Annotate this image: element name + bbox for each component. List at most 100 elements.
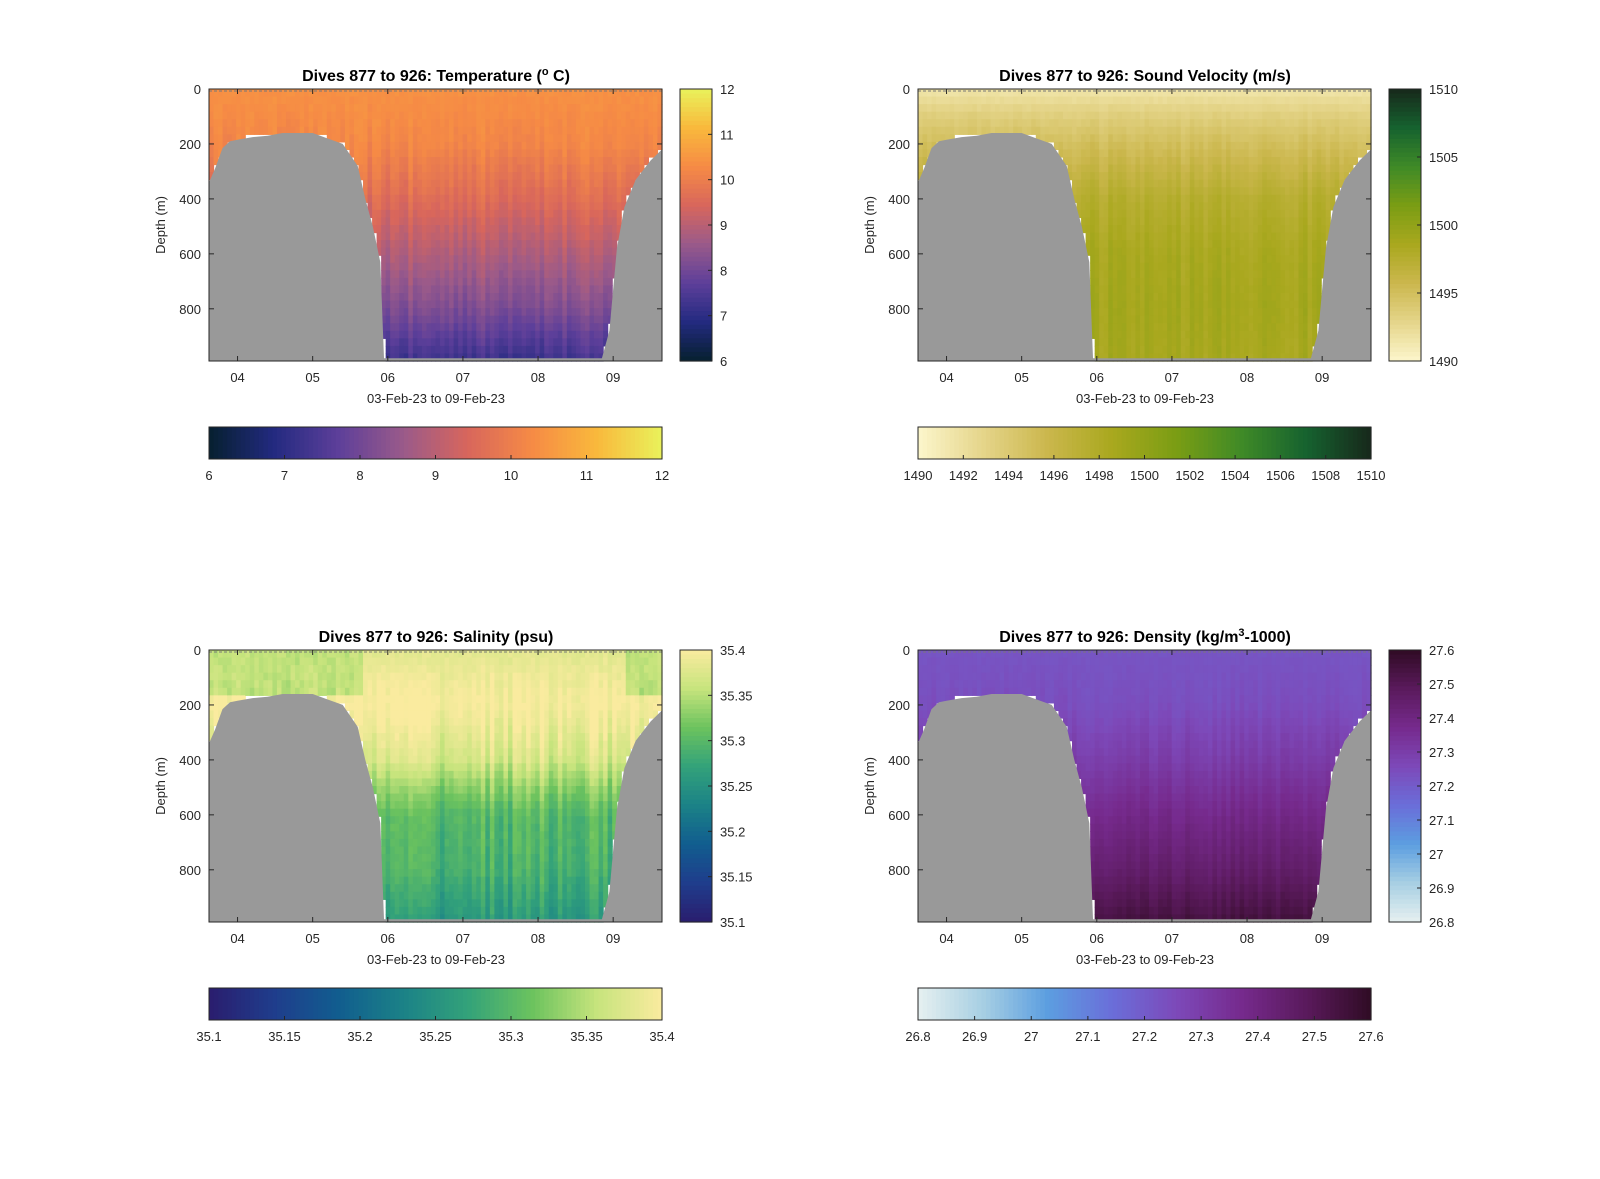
heatmap-cell: [476, 270, 482, 279]
heatmap-cell: [440, 255, 446, 264]
heatmap-cell: [1312, 323, 1318, 332]
heatmap-cell: [643, 149, 650, 158]
heatmap-cell: [480, 315, 486, 324]
heatmap-cell: [435, 240, 441, 249]
heatmap-cell: [521, 345, 527, 355]
heatmap-cell: [1221, 209, 1227, 219]
heatmap-cell: [1167, 323, 1173, 332]
heatmap-cell: [503, 164, 509, 173]
heatmap-cell: [462, 225, 468, 234]
heatmap-cell: [1044, 89, 1050, 98]
heatmap-cell: [390, 89, 396, 98]
heatmap-cell: [1189, 285, 1195, 294]
colorbar-tick-label: 1510: [1429, 82, 1458, 97]
heatmap-cell: [399, 270, 405, 279]
heatmap-cell: [566, 323, 572, 332]
heatmap-cell: [412, 330, 418, 339]
heatmap-cell: [412, 119, 418, 128]
heatmap-cell: [1117, 134, 1123, 143]
heatmap-cell: [263, 126, 269, 135]
heatmap-cell: [598, 172, 604, 181]
colorbar-swatch: [630, 427, 636, 459]
heatmap-cell: [249, 111, 255, 120]
heatmap-cell: [1266, 330, 1272, 339]
heatmap-cell: [444, 179, 450, 188]
heatmap-cell: [440, 141, 446, 151]
heatmap-cell: [1158, 308, 1164, 317]
colorbar-swatch: [335, 427, 341, 459]
heatmap-cell: [539, 209, 545, 219]
heatmap-cell: [467, 240, 473, 249]
heatmap-cell: [1221, 338, 1227, 347]
heatmap-cell: [526, 293, 532, 302]
colorbar-swatch: [358, 427, 364, 459]
heatmap-cell: [949, 89, 955, 98]
heatmap-cell: [557, 247, 563, 256]
heatmap-cell: [594, 217, 600, 226]
heatmap-cell: [1189, 89, 1195, 98]
heatmap-cell: [607, 149, 613, 158]
heatmap-cell: [1094, 225, 1100, 234]
heatmap-cell: [1248, 300, 1254, 309]
heatmap-cell: [1244, 293, 1250, 302]
heatmap-cell: [340, 89, 346, 98]
heatmap-cell: [507, 262, 514, 271]
heatmap-cell: [494, 187, 500, 196]
heatmap-cell: [612, 89, 618, 98]
heatmap-cell: [385, 119, 391, 128]
heatmap-cell: [1289, 202, 1295, 211]
heatmap-cell: [603, 285, 609, 294]
heatmap-cell: [471, 338, 477, 347]
heatmap-cell: [209, 119, 215, 128]
heatmap-cell: [453, 323, 459, 332]
heatmap-cell: [1307, 164, 1313, 173]
heatmap-cell: [512, 315, 518, 324]
heatmap-cell: [566, 247, 572, 256]
heatmap-cell: [512, 262, 518, 271]
heatmap-cell: [340, 111, 346, 120]
heatmap-cell: [548, 104, 554, 113]
heatmap-cell: [580, 96, 586, 105]
heatmap-cell: [489, 96, 495, 105]
heatmap-cell: [1312, 111, 1318, 120]
heatmap-cell: [1117, 345, 1123, 355]
heatmap-cell: [485, 202, 491, 211]
heatmap-cell: [1298, 194, 1304, 203]
heatmap-cell: [981, 96, 987, 105]
heatmap-cell: [657, 126, 663, 135]
heatmap-cell: [1022, 104, 1028, 113]
heatmap-cell: [575, 164, 582, 173]
heatmap-cell: [1112, 96, 1118, 105]
colorbar-swatch: [680, 193, 712, 199]
heatmap-cell: [1216, 225, 1223, 234]
heatmap-cell: [1167, 89, 1173, 98]
heatmap-cell: [480, 194, 486, 203]
heatmap-cell: [607, 209, 613, 219]
heatmap-cell: [498, 323, 505, 332]
heatmap-cell: [1357, 134, 1363, 143]
heatmap-cell: [489, 164, 495, 173]
heatmap-cell: [449, 172, 455, 181]
heatmap-cell: [566, 232, 572, 241]
heatmap-cell: [430, 285, 437, 294]
heatmap-cell: [1149, 232, 1155, 241]
heatmap-cell: [1076, 157, 1082, 166]
heatmap-cell: [526, 247, 532, 256]
heatmap-cell: [1112, 277, 1118, 287]
heatmap-cell: [1221, 96, 1227, 105]
heatmap-cell: [589, 270, 595, 279]
colorbar-swatch: [1389, 274, 1421, 280]
heatmap-cell: [209, 134, 215, 143]
heatmap-cell: [517, 323, 523, 332]
heatmap-cell: [580, 353, 586, 362]
heatmap-cell: [276, 89, 283, 98]
heatmap-cell: [426, 293, 432, 302]
heatmap-cell: [1257, 209, 1263, 219]
heatmap-cell: [1194, 315, 1200, 324]
heatmap-cell: [1203, 262, 1209, 271]
heatmap-cell: [1180, 315, 1186, 324]
heatmap-cell: [1298, 126, 1304, 135]
heatmap-cell: [1108, 315, 1114, 324]
heatmap-cell: [1198, 217, 1204, 226]
heatmap-cell: [1171, 247, 1177, 256]
